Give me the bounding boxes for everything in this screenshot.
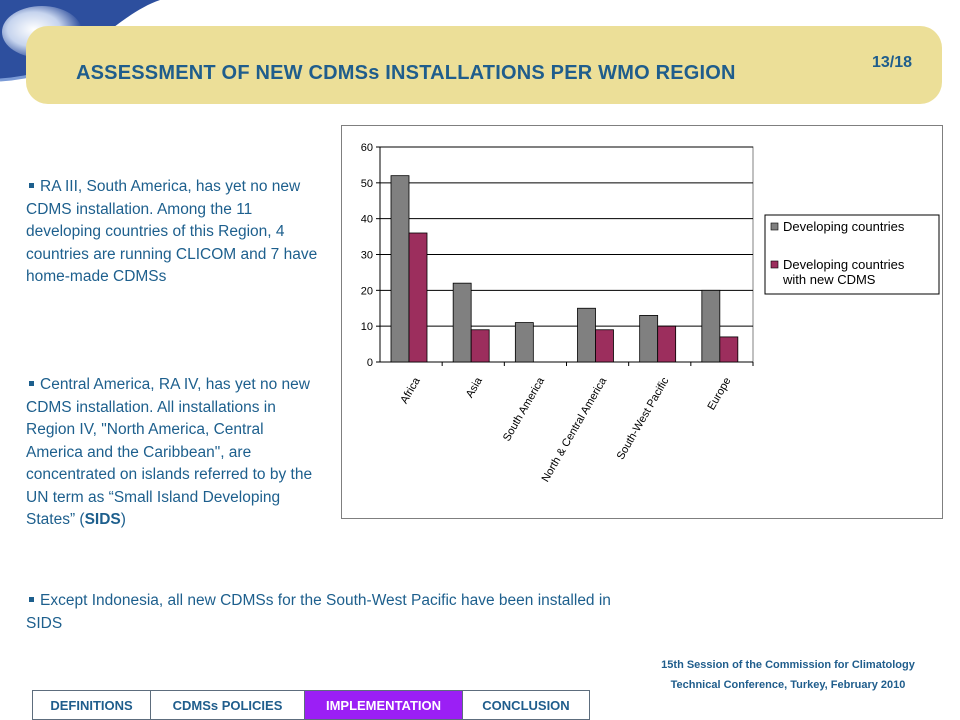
page-number: 13/18 bbox=[872, 54, 913, 71]
y-tick-label: 10 bbox=[361, 321, 373, 333]
bullet-square-icon bbox=[29, 597, 34, 603]
bar-with-new-cdms bbox=[408, 232, 428, 363]
bullet-central-america: Central America, RA IV, has yet no new C… bbox=[26, 376, 313, 528]
legend-swatch bbox=[770, 222, 779, 231]
slide-title: ASSESSMENT OF NEW CDMSs INSTALLATIONS PE… bbox=[76, 62, 736, 84]
tab-definitions[interactable]: DEFINITIONS bbox=[32, 690, 150, 720]
bar-chart: 0 10 20 30 40 50 60 Africa Asia South AmericaNort… bbox=[361, 142, 940, 484]
bar-developing bbox=[701, 289, 721, 363]
legend-label: Developing countries bbox=[783, 219, 905, 234]
x-tick-label: Europe bbox=[705, 376, 733, 413]
y-tick-label: 20 bbox=[361, 285, 373, 297]
bar-with-new-cdms bbox=[470, 329, 490, 363]
legend-box bbox=[764, 214, 940, 295]
y-tick-label: 60 bbox=[361, 142, 373, 154]
footer-session: 15th Session of the Commission for Clima… bbox=[661, 659, 915, 671]
title-band bbox=[26, 26, 942, 104]
tab-cdmss-policies[interactable]: CDMSs POLICIES bbox=[150, 690, 304, 720]
tab-conclusion[interactable]: CONCLUSION bbox=[462, 690, 590, 720]
sids-term: SIDS bbox=[84, 511, 121, 528]
legend-swatch bbox=[770, 260, 779, 269]
legend-label: Developing countries with new CDMS bbox=[782, 257, 905, 287]
y-tick-label: 40 bbox=[361, 214, 373, 226]
bullet-south-west-pacific: Except Indonesia, all new CDMSs for the … bbox=[26, 592, 611, 632]
x-tick-label: South-West Pacific bbox=[615, 375, 672, 462]
y-tick-label: 50 bbox=[361, 178, 373, 190]
bar-developing bbox=[452, 282, 472, 363]
bar-with-new-cdms bbox=[595, 329, 614, 363]
bar-developing bbox=[390, 175, 410, 363]
x-tick-label: Asia bbox=[464, 375, 486, 400]
bullet-square-icon bbox=[29, 381, 34, 387]
y-tick-label: 30 bbox=[361, 250, 373, 262]
x-tick-label: Africa bbox=[398, 375, 423, 406]
bullet-square-icon bbox=[29, 183, 34, 189]
section-nav: DEFINITIONS CDMSs POLICIES IMPLEMENTATIO… bbox=[32, 690, 590, 720]
bar-developing bbox=[639, 315, 659, 363]
bar-with-new-cdms bbox=[657, 325, 677, 363]
x-tick-label: South America bbox=[501, 375, 548, 444]
bar-with-new-cdms bbox=[719, 336, 739, 363]
footer-conference: Technical Conference, Turkey, February 2… bbox=[670, 679, 906, 691]
cdms-installations-chart: 0 10 20 30 40 50 60 Africa Asia South America Nort… bbox=[341, 125, 943, 519]
bullet-south-america: RA III, South America, has yet no new CD… bbox=[26, 178, 318, 285]
x-tick-label: North & Central America bbox=[540, 375, 610, 484]
bar-developing bbox=[577, 307, 596, 363]
bar-developing bbox=[514, 322, 534, 363]
y-tick-label: 0 bbox=[367, 357, 373, 369]
tab-implementation[interactable]: IMPLEMENTATION bbox=[304, 690, 462, 720]
